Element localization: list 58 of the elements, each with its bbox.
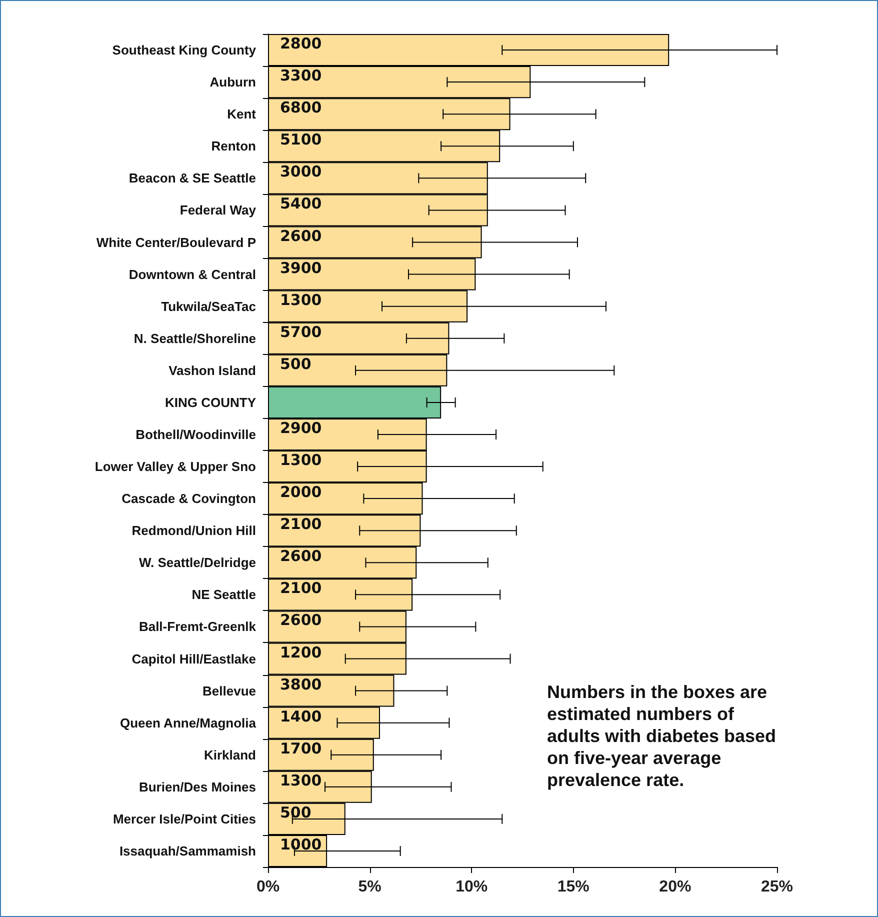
annotation: 1700 [280, 739, 322, 758]
y-tick-label: Kent [227, 106, 257, 122]
x-tick-label: 25% [760, 878, 794, 896]
y-tick-label: White Center/Boulevard P [96, 234, 256, 250]
annotation: 2600 [280, 547, 322, 566]
annotation: 1300 [280, 771, 322, 790]
y-tick-label: KING COUNTY [165, 394, 256, 410]
annotation: 1000 [280, 835, 322, 854]
annotation: 500 [280, 354, 312, 373]
annotation: 6800 [280, 98, 322, 117]
y-tick-label: Tukwila/SeaTac [161, 298, 256, 314]
annotation: 2600 [280, 611, 322, 630]
y-tick-label: Ball-Fremt-Greenlk [138, 619, 257, 634]
y-tick-label: Cascade & Covington [122, 491, 256, 506]
annotation: 2600 [280, 226, 322, 245]
y-tick-label: Burien/Des Moines [138, 779, 256, 794]
annotation: 2100 [280, 515, 322, 534]
annotation: 1200 [280, 643, 322, 662]
x-tick-label: 0% [256, 878, 280, 896]
y-tick-label: Capitol Hill/Eastlake [132, 651, 256, 666]
annotation: 3800 [280, 675, 322, 694]
annotation: 5700 [280, 322, 322, 341]
y-tick-label: Downtown & Central [128, 266, 256, 282]
y-tick-label: Beacon & SE Seattle [128, 170, 256, 186]
annotation: Numbers in the boxes are estimated numbers of adults with diabetes based on five-year average prevalence rate. [547, 682, 782, 790]
y-tick-label: NE Seattle [192, 587, 256, 602]
y-tick-label: Auburn [210, 74, 256, 90]
y-tick-label: Kirkland [204, 747, 256, 762]
x-tick-label: 15% [557, 878, 590, 896]
y-tick-label: Mercer Isle/Point Cities [112, 811, 256, 826]
annotation: 3900 [280, 258, 322, 277]
annotation: 2900 [280, 418, 322, 437]
y-tick-label: Lower Valley & Upper Sno [94, 459, 256, 474]
y-tick-label: Issaquah/Sammamish [119, 843, 256, 858]
annotation: 1400 [280, 707, 322, 726]
y-tick-label: Renton [211, 138, 256, 154]
y-tick-label: Redmond/Union Hill [132, 523, 256, 538]
annotation: 1300 [280, 290, 322, 309]
y-tick-label: Bellevue [202, 683, 256, 698]
y-tick-label: Federal Way [180, 202, 257, 218]
y-tick-label: N. Seattle/Shoreline [134, 330, 256, 346]
x-tick-label: 10% [456, 878, 488, 896]
annotation: 5400 [280, 194, 322, 213]
y-tick-label: Vashon Island [168, 362, 256, 378]
annotation: 2100 [280, 579, 322, 598]
y-tick-label: W. Seattle/Delridge [138, 555, 256, 570]
y-tick-label: Bothell/Woodinville [136, 426, 256, 442]
annotation: 2000 [280, 483, 322, 502]
annotation: 1300 [280, 451, 322, 470]
x-tick-label: 5% [358, 878, 382, 896]
annotation: 5100 [280, 130, 322, 149]
annotation: 2800 [280, 34, 322, 53]
annotation: 3000 [280, 162, 322, 181]
x-tick-label: 20% [659, 878, 692, 896]
y-tick-label: Queen Anne/Magnolia [120, 715, 257, 730]
y-tick-label: Southeast King County [112, 42, 257, 58]
annotation: 3300 [280, 66, 322, 85]
annotation: 500 [280, 803, 312, 822]
